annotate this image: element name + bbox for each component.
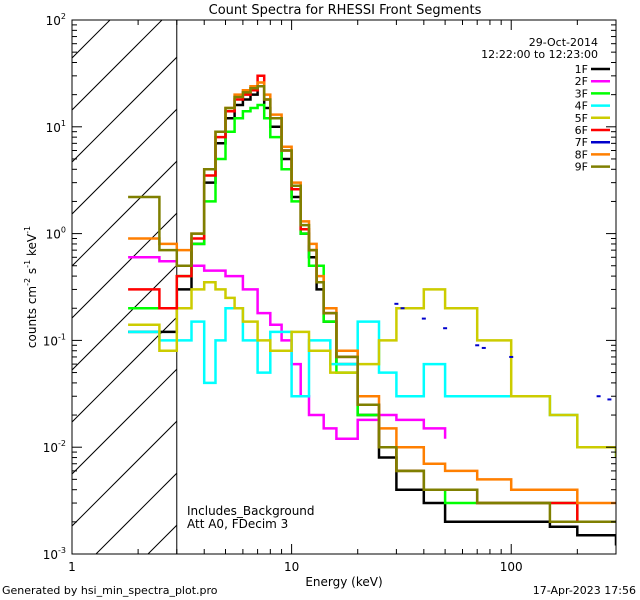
- legend-label-1F: 1F: [575, 63, 588, 76]
- footer-timestamp: 17-Apr-2023 17:56: [533, 584, 636, 597]
- hatch-line: [72, 368, 177, 475]
- y-tick-labels: 10-3 10-2 10-1 100 101 102: [43, 12, 66, 562]
- y-tick-label: 100: [46, 226, 66, 242]
- legend-label-2F: 2F: [575, 75, 588, 88]
- hatch-line: [72, 160, 177, 267]
- chart-title: Count Spectra for RHESSI Front Segments: [209, 3, 482, 18]
- hatch-line: [0, 0, 124, 554]
- axis-ticks: [71, 19, 617, 555]
- time-range-label: 12:22:00 to 12:23:00: [481, 48, 598, 61]
- legend-label-9F: 9F: [575, 161, 588, 174]
- generated-by-label: Generated by hsi_min_spectra_plot.pro: [2, 584, 218, 597]
- annotation-attenuator: Att A0, FDecim 3: [187, 517, 288, 531]
- y-tick-label: 102: [46, 12, 66, 28]
- series-9F-line: [128, 84, 616, 524]
- legend-label-3F: 3F: [575, 87, 588, 100]
- hatch-line: [72, 420, 177, 527]
- x-tick-label: 1: [68, 560, 76, 574]
- y-tick-label: 10-1: [43, 332, 66, 348]
- y-tick-label: 101: [46, 119, 66, 135]
- plot-frame: [71, 19, 617, 555]
- x-tick-label: 10: [284, 560, 299, 574]
- legend-label-6F: 6F: [575, 124, 588, 137]
- series-6F-line: [128, 74, 616, 524]
- legend-label-7F: 7F: [575, 136, 588, 149]
- y-axis-label: counts cm-2 s-1 keV-1: [23, 226, 39, 348]
- series-4F-line: [128, 306, 616, 458]
- hatch-line: [72, 108, 177, 215]
- legend-label-4F: 4F: [575, 100, 588, 113]
- hatch-line: [72, 20, 111, 59]
- y-tick-label: 10-2: [43, 439, 66, 455]
- series-8F-line: [128, 81, 616, 505]
- hatch-line: [147, 524, 177, 554]
- hatch-line: [72, 212, 177, 319]
- annotation-background: Includes_Background: [187, 504, 315, 518]
- x-tick-labels: 1 10 100: [68, 560, 522, 574]
- hatch-line: [72, 20, 163, 111]
- legend-label-8F: 8F: [575, 148, 588, 161]
- x-tick-label: 100: [500, 560, 523, 574]
- series-5F-line: [128, 281, 616, 458]
- y-tick-label: 10-3: [43, 546, 66, 562]
- date-label: 29-Oct-2014: [529, 36, 598, 49]
- series-group: [128, 74, 616, 546]
- legend-label-5F: 5F: [575, 112, 588, 125]
- series-1F-line: [128, 84, 616, 546]
- x-axis-label: Energy (keV): [305, 575, 382, 589]
- series-3F-line: [128, 103, 616, 524]
